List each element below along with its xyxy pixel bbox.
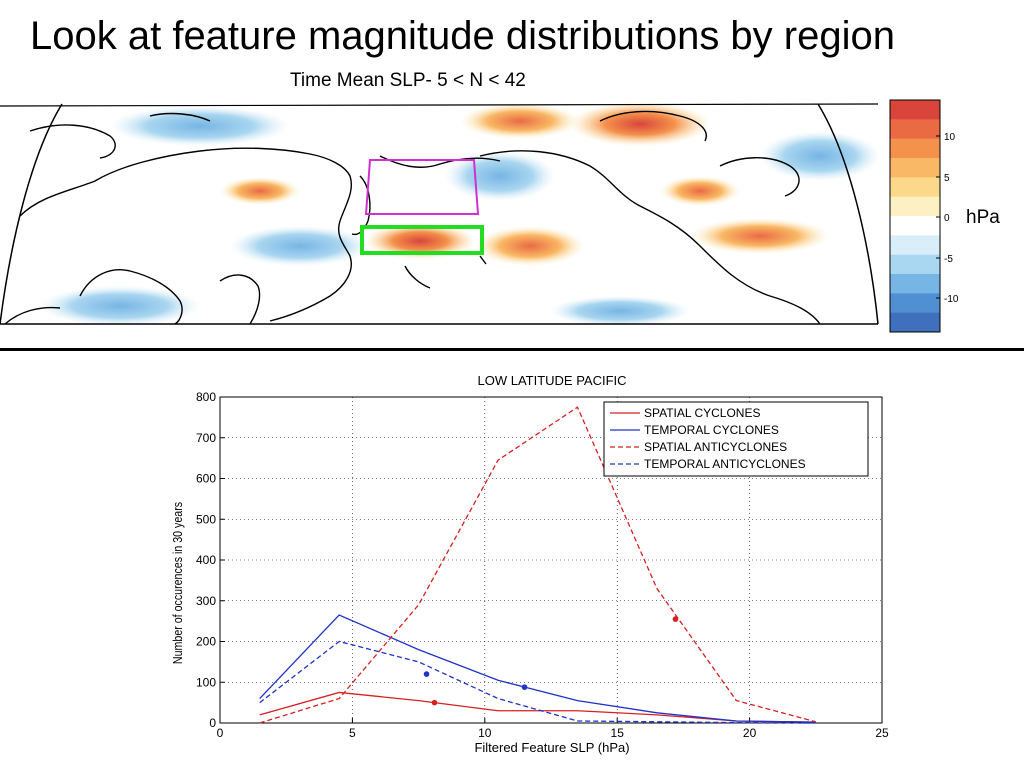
x-tick-label: 20 xyxy=(743,726,757,740)
y-tick-label: 200 xyxy=(196,635,216,649)
colorbar-band xyxy=(890,216,940,236)
colorbar-tick-label: -5 xyxy=(944,254,953,265)
y-tick-label: 400 xyxy=(196,553,216,567)
colorbar-band xyxy=(890,312,940,333)
legend-box xyxy=(603,401,869,477)
line-chart: LOW LATITUDE PACIFIC 0 5 10 15 20 25 0 100 200 30… xyxy=(170,373,889,755)
legend-entry: TEMPORAL CYCLONES xyxy=(644,423,779,437)
x-tick-label: 5 xyxy=(349,726,356,740)
series-marker xyxy=(431,699,438,706)
colorbar-band xyxy=(890,177,940,198)
series-line-temporal-anticyclones xyxy=(259,640,816,724)
y-axis-label: Number of occurences in 30 years xyxy=(170,502,185,664)
colorbar-band xyxy=(890,254,940,275)
divider-line xyxy=(0,348,1024,351)
colorbar-unit: hPa xyxy=(966,207,1000,228)
map-colorbar: 10 5 0 -5 -10 xyxy=(889,99,959,333)
series-line-temporal-cyclones xyxy=(259,614,816,723)
slp-map xyxy=(0,98,879,325)
legend-entry: SPATIAL ANTICYCLONES xyxy=(644,440,787,454)
series-marker xyxy=(521,684,528,690)
x-tick-label: 0 xyxy=(217,726,224,740)
colorbar-band xyxy=(890,196,940,217)
colorbar-band xyxy=(890,235,940,256)
legend-entry: SPATIAL CYCLONES xyxy=(644,406,760,420)
colorbar-band xyxy=(890,293,940,314)
series-marker xyxy=(423,671,430,677)
y-tick-label: 300 xyxy=(196,594,216,608)
y-tick-label: 100 xyxy=(196,675,216,689)
colorbar-tick-label: 5 xyxy=(944,173,950,184)
region-box-magenta xyxy=(364,159,480,215)
colorbar-tick-label: -10 xyxy=(944,294,959,305)
colorbar-band xyxy=(890,158,940,178)
series-line-spatial-anticyclones xyxy=(259,406,816,724)
colorbar-band xyxy=(890,138,940,159)
chart-title: LOW LATITUDE PACIFIC xyxy=(477,373,626,388)
y-tick-label: 700 xyxy=(196,431,216,445)
map-title: Time Mean SLP- 5 < N < 42 xyxy=(290,70,526,91)
y-tick-label: 800 xyxy=(196,390,216,404)
legend-entry: TEMPORAL ANTICYCLONES xyxy=(644,457,806,471)
x-axis-label: Filtered Feature SLP (hPa) xyxy=(474,740,629,755)
colorbar-tick-label: 0 xyxy=(944,213,950,224)
x-tick-label: 15 xyxy=(611,726,625,740)
y-tick-label: 600 xyxy=(196,472,216,486)
x-tick-label: 25 xyxy=(875,726,889,740)
x-tick-label: 10 xyxy=(478,726,492,740)
colorbar-band xyxy=(890,119,940,140)
region-box-green xyxy=(360,225,484,255)
slide-title: Look at feature magnitude distributions … xyxy=(30,14,895,58)
y-tick-label: 500 xyxy=(196,512,216,526)
colorbar-tick-label: 10 xyxy=(944,132,956,143)
series-marker xyxy=(672,616,679,622)
colorbar-band xyxy=(890,100,940,120)
colorbar-band xyxy=(890,274,940,294)
y-tick-label: 0 xyxy=(209,716,216,730)
